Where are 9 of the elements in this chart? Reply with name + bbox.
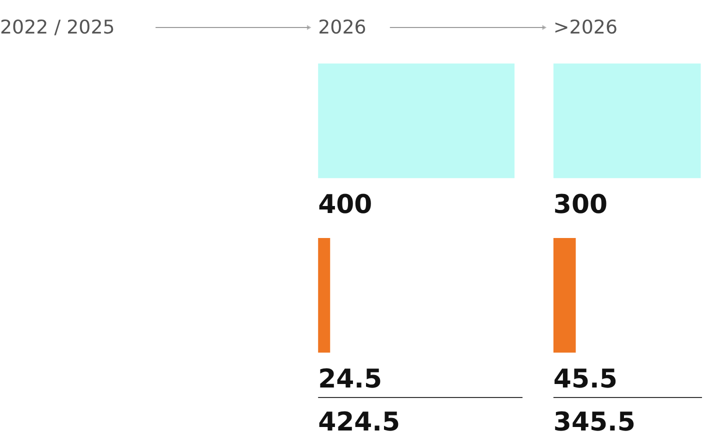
text: 424.5 <box>318 407 400 436</box>
data-label: 300 <box>553 190 608 220</box>
chart-title: >2026 <box>553 16 618 39</box>
text: 2022 / 2025 <box>0 16 115 39</box>
data-label: 45.5 <box>553 364 618 395</box>
data-label: 24.5 <box>318 364 382 395</box>
data-label: 400 <box>318 190 372 220</box>
chart-title: 2026 <box>318 16 366 39</box>
text: 345.5 <box>553 407 636 436</box>
